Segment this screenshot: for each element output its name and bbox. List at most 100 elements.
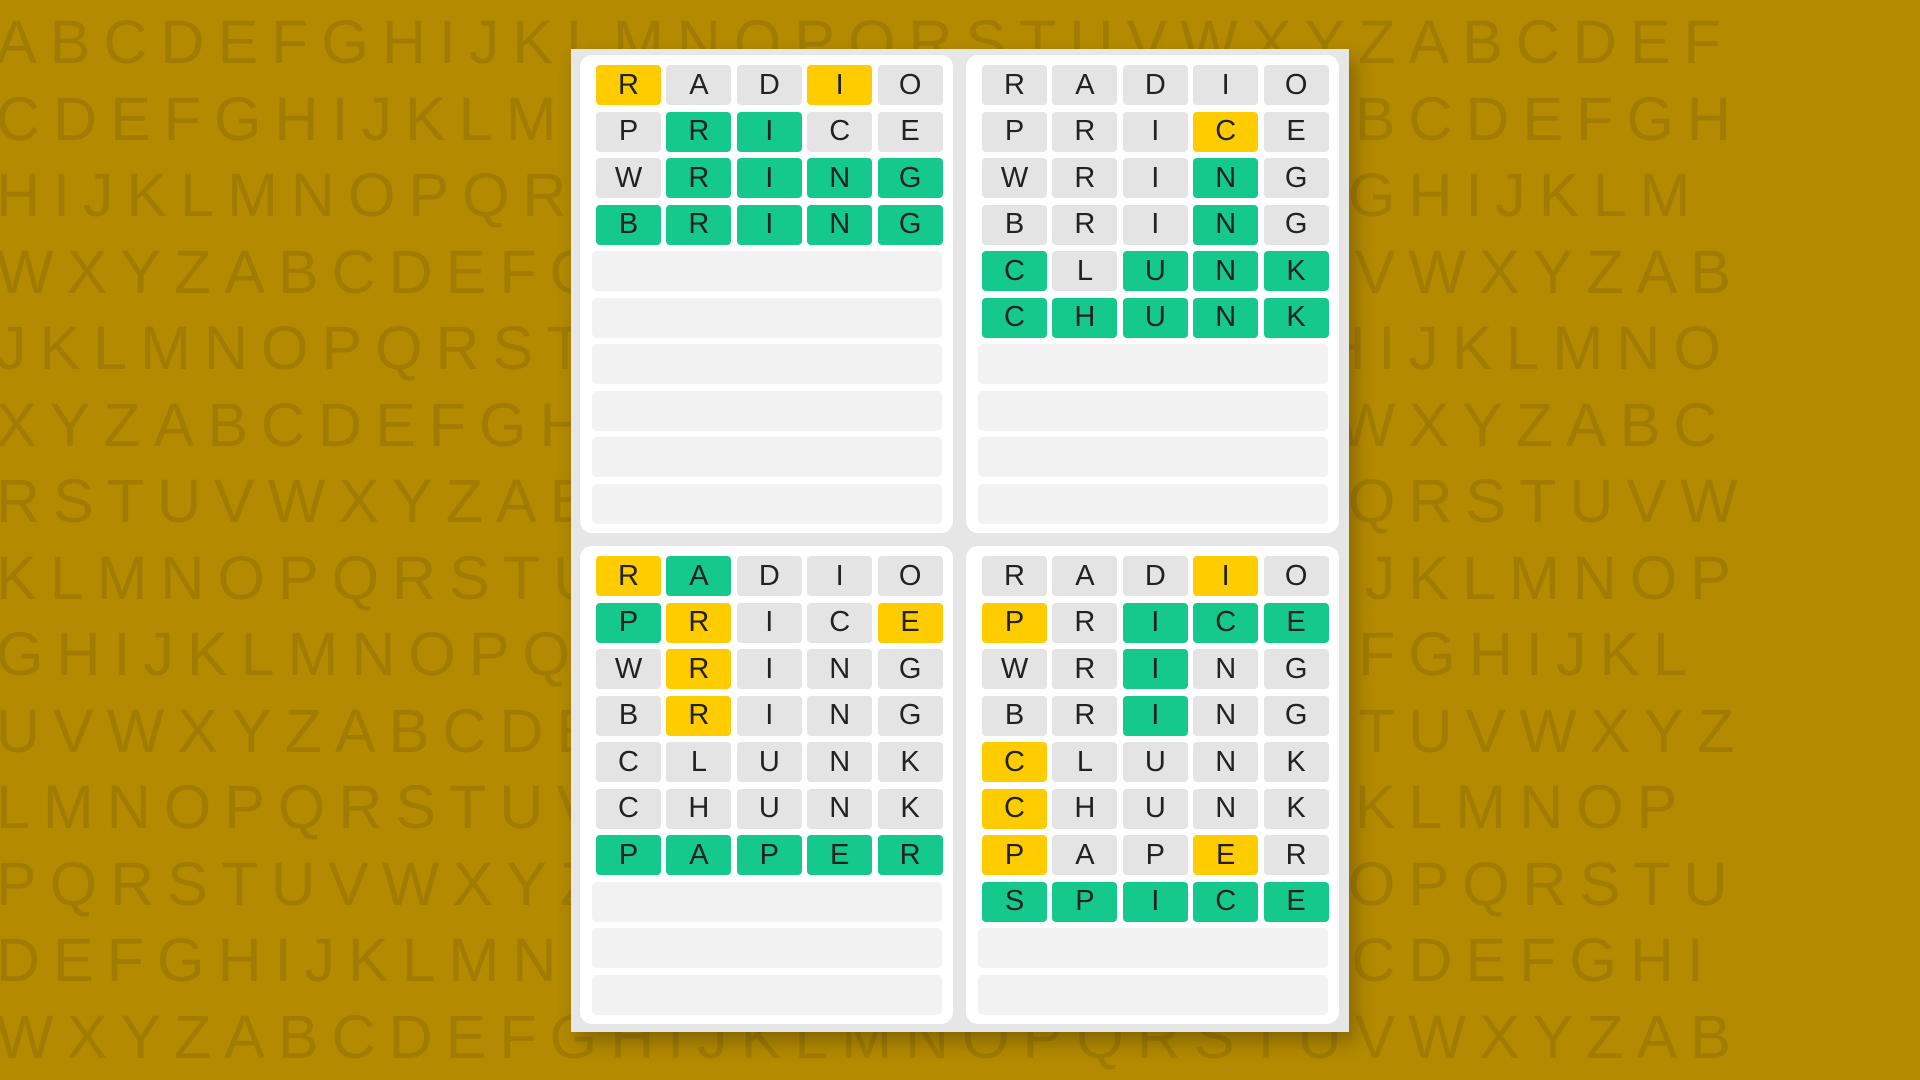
letter-tile: R [1052,695,1118,736]
letter-tile: G [1263,204,1329,245]
letter-tile: I [807,556,873,596]
letter-tile: G [877,649,943,689]
letter-tile: B [596,204,661,245]
letter-tile: C [596,788,661,829]
letter-tile: L [1052,742,1118,782]
letter-tile: R [1052,602,1118,643]
letter-tile: N [1193,204,1259,245]
letter-tile: I [1122,649,1188,689]
letter-tile: R [666,111,732,152]
letter-tile: R [1052,111,1118,152]
letter-tile: E [807,835,873,875]
letter-tile: E [1193,835,1259,875]
empty-row [978,390,1328,431]
letter-tile: R [666,204,732,245]
empty-row [592,974,942,1015]
letter-tile: I [1193,65,1259,105]
letter-tile: N [1193,251,1259,291]
empty-row [592,881,942,922]
letter-tile: K [1263,251,1329,291]
letter-tile: N [1193,297,1259,338]
letter-tile: N [807,649,873,689]
empty-row [592,251,942,291]
letter-tile: I [1122,881,1188,922]
letter-tile: L [666,742,732,782]
empty-row [592,297,942,338]
letter-tile: P [982,835,1047,875]
letter-tile: D [1122,65,1188,105]
letter-tile: I [1122,111,1188,152]
letter-tile: C [982,788,1047,829]
letter-tile: G [1263,158,1329,198]
letter-tile: P [596,835,661,875]
letter-tile: E [877,111,943,152]
letter-tile: R [1263,835,1329,875]
letter-tile: A [1052,835,1118,875]
empty-row [592,483,942,524]
letter-tile: I [736,111,802,152]
letter-tile: P [982,111,1047,152]
letter-tile: C [807,602,873,643]
letter-tile: C [596,742,661,782]
letter-tile: C [982,742,1047,782]
letter-tile: R [596,556,661,596]
letter-tile: I [736,204,802,245]
empty-row [978,437,1328,477]
letter-tile: I [736,695,802,736]
letter-tile: C [982,297,1047,338]
letter-tile: U [1122,297,1188,338]
letter-tile: I [1122,158,1188,198]
letter-tile: B [596,695,661,736]
letter-tile: A [666,835,732,875]
letter-tile: U [1122,742,1188,782]
letter-tile: O [1263,556,1329,596]
empty-row [978,344,1328,384]
letter-tile: P [1052,881,1118,922]
letter-tile: I [736,158,802,198]
letter-tile: U [1122,788,1188,829]
letter-tile: K [1263,742,1329,782]
letter-tile: I [1122,695,1188,736]
letter-tile: U [736,788,802,829]
letter-tile: E [1263,602,1329,643]
letter-tile: K [1263,788,1329,829]
letter-tile: G [1263,695,1329,736]
empty-row [592,437,942,477]
letter-tile: W [596,649,661,689]
letter-tile: R [1052,158,1118,198]
letter-tile: P [736,835,802,875]
letter-tile: N [1193,742,1259,782]
letter-tile: O [877,65,943,105]
letter-tile: I [807,65,873,105]
letter-tile: A [1052,65,1118,105]
letter-tile: G [877,158,943,198]
letter-tile: E [877,602,943,643]
empty-row [978,483,1328,524]
letter-tile: R [596,65,661,105]
letter-tile: C [1193,111,1259,152]
letter-tile: C [982,251,1047,291]
letter-tile: H [1052,297,1118,338]
letter-tile: D [1122,556,1188,596]
letter-tile: A [666,65,732,105]
letter-tile: A [1052,556,1118,596]
letter-tile: N [807,742,873,782]
letter-tile: H [1052,788,1118,829]
letter-tile: W [596,158,661,198]
letter-tile: N [1193,788,1259,829]
letter-tile: R [982,65,1047,105]
letter-tile: R [666,649,732,689]
letter-tile: W [982,158,1047,198]
letter-tile: S [982,881,1047,922]
letter-tile: R [666,158,732,198]
letter-tile: H [666,788,732,829]
letter-tile: G [877,204,943,245]
letter-tile: O [1263,65,1329,105]
letter-tile: G [1263,649,1329,689]
letter-tile: N [807,788,873,829]
